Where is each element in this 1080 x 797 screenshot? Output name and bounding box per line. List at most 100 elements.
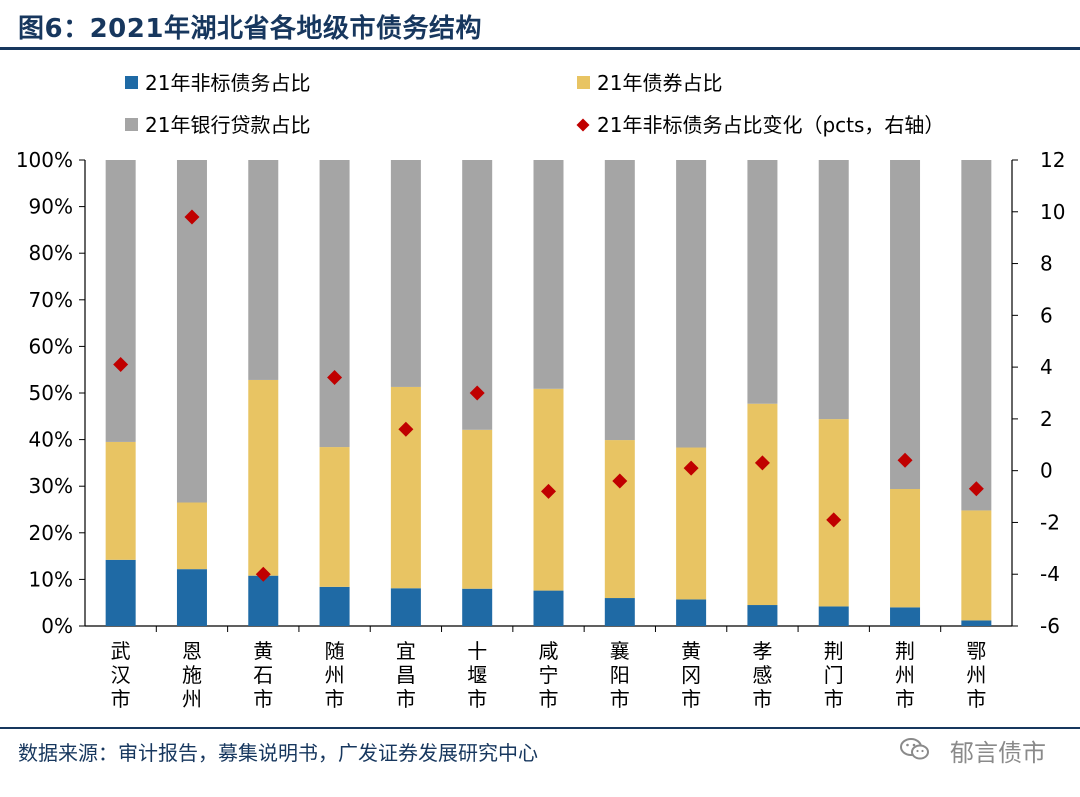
left-tick-label: 10% bbox=[29, 567, 73, 591]
category-label: 市 bbox=[467, 687, 487, 711]
category-label: 施 bbox=[182, 663, 202, 687]
bar-nonstandard bbox=[818, 606, 849, 626]
change-point bbox=[897, 452, 913, 468]
category-label: 市 bbox=[396, 687, 416, 711]
category-label: 堰 bbox=[467, 663, 487, 687]
left-tick-label: 0% bbox=[41, 614, 73, 638]
change-point bbox=[113, 357, 129, 373]
category-label: 随 bbox=[325, 639, 345, 663]
bar-bank bbox=[105, 160, 136, 442]
watermark: 郁言债市 bbox=[950, 739, 1046, 767]
category-label: 市 bbox=[966, 687, 986, 711]
change-point bbox=[683, 460, 699, 476]
bar-bank bbox=[533, 160, 564, 389]
bar-bank bbox=[818, 160, 849, 420]
category-label: 州 bbox=[895, 663, 915, 687]
bar-nonstandard bbox=[105, 559, 136, 626]
bar-bond bbox=[890, 488, 921, 608]
plot-area: 0% 10% 20% 30% 40% 50% 60% 70% 80% 90% 100% -6 -4 -2 0… bbox=[16, 148, 1066, 711]
bar-nonstandard bbox=[390, 588, 421, 626]
category-label: 黄 bbox=[681, 639, 701, 663]
bar-bond bbox=[390, 386, 421, 589]
category-label: 黄 bbox=[253, 639, 273, 663]
category-label: 市 bbox=[895, 687, 915, 711]
left-tick-label: 20% bbox=[29, 521, 73, 545]
bar-bond bbox=[604, 440, 635, 599]
chart-title: 图6：2021年湖北省各地级市债务结构 bbox=[18, 14, 482, 44]
category-label: 荆 bbox=[895, 639, 915, 663]
bar-bank bbox=[462, 160, 493, 430]
wechat-icon bbox=[900, 738, 929, 760]
bar-bond bbox=[961, 510, 992, 621]
change-point bbox=[541, 483, 556, 499]
bar-bank bbox=[390, 160, 421, 387]
category-label: 恩 bbox=[182, 639, 202, 663]
category-label: 昌 bbox=[396, 663, 416, 687]
category-label: 荆 bbox=[824, 639, 844, 663]
category-label: 宁 bbox=[539, 663, 559, 687]
category-label: 市 bbox=[539, 687, 559, 711]
right-tick-label: -4 bbox=[1040, 562, 1060, 586]
change-point bbox=[255, 566, 271, 582]
category-label: 州 bbox=[966, 663, 986, 687]
category-label: 武 bbox=[111, 639, 131, 663]
category-label: 石 bbox=[253, 663, 273, 687]
bar-nonstandard bbox=[319, 586, 350, 626]
bar-nonstandard bbox=[248, 575, 279, 626]
chart: 21年非标债务占比 21年债券占比 21年银行贷款占比 21年非标债务占比变化（pct… bbox=[16, 71, 1066, 711]
bar-bank bbox=[961, 160, 992, 511]
left-tick-label: 100% bbox=[16, 148, 73, 172]
bar-nonstandard bbox=[176, 569, 207, 626]
bar-nonstandard bbox=[533, 590, 564, 626]
bar-bond bbox=[248, 379, 279, 576]
change-point bbox=[184, 209, 200, 225]
category-label: 市 bbox=[752, 687, 772, 711]
right-tick-label: 0 bbox=[1040, 459, 1053, 483]
category-label: 咸 bbox=[539, 639, 559, 663]
category-label: 宜 bbox=[396, 639, 416, 663]
change-point bbox=[754, 455, 770, 471]
left-tick-label: 40% bbox=[29, 428, 73, 452]
change-point bbox=[398, 421, 414, 437]
category-label: 州 bbox=[182, 687, 202, 711]
category-label: 市 bbox=[253, 687, 273, 711]
change-point bbox=[826, 512, 842, 528]
bar-bank bbox=[248, 160, 279, 380]
left-tick-label: 60% bbox=[29, 334, 73, 358]
category-label: 市 bbox=[824, 687, 844, 711]
left-tick-label: 80% bbox=[29, 241, 73, 265]
category-label: 汉 bbox=[111, 663, 131, 687]
legend: 21年非标债务占比 21年债券占比 21年银行贷款占比 21年非标债务占比变化（pct… bbox=[125, 71, 944, 137]
title-rule bbox=[0, 47, 1080, 50]
legend-swatch bbox=[125, 118, 138, 131]
right-tick-label: 2 bbox=[1040, 407, 1053, 431]
legend-label: 21年非标债务占比 bbox=[145, 71, 310, 95]
bar-nonstandard bbox=[676, 599, 707, 626]
bar-bank bbox=[604, 160, 635, 441]
bar-nonstandard bbox=[604, 598, 635, 626]
bar-bank bbox=[319, 160, 350, 448]
source-note: 数据来源：审计报告，募集说明书，广发证券发展研究中心 bbox=[18, 741, 538, 765]
change-point bbox=[327, 369, 343, 385]
category-label: 孝 bbox=[752, 639, 772, 663]
category-label: 感 bbox=[752, 663, 772, 687]
legend-label: 21年非标债务占比变化（pcts，右轴） bbox=[597, 113, 944, 137]
legend-swatch bbox=[125, 76, 138, 89]
bar-nonstandard bbox=[462, 588, 493, 626]
legend-label: 21年银行贷款占比 bbox=[145, 113, 310, 137]
category-label: 鄂 bbox=[966, 639, 986, 663]
bar-bond bbox=[462, 429, 493, 589]
left-tick-label: 90% bbox=[29, 195, 73, 219]
right-tick-label: 10 bbox=[1040, 200, 1065, 224]
change-point bbox=[469, 385, 485, 401]
bar-bank bbox=[676, 160, 707, 448]
bar-bank bbox=[890, 160, 921, 489]
legend-label: 21年债券占比 bbox=[597, 71, 722, 95]
right-tick-label: 12 bbox=[1040, 148, 1065, 172]
right-tick-label: 8 bbox=[1040, 252, 1053, 276]
legend-swatch bbox=[576, 118, 590, 132]
category-label: 市 bbox=[111, 687, 131, 711]
left-tick-label: 70% bbox=[29, 288, 73, 312]
left-tick-label: 30% bbox=[29, 474, 73, 498]
bar-nonstandard bbox=[747, 605, 778, 626]
